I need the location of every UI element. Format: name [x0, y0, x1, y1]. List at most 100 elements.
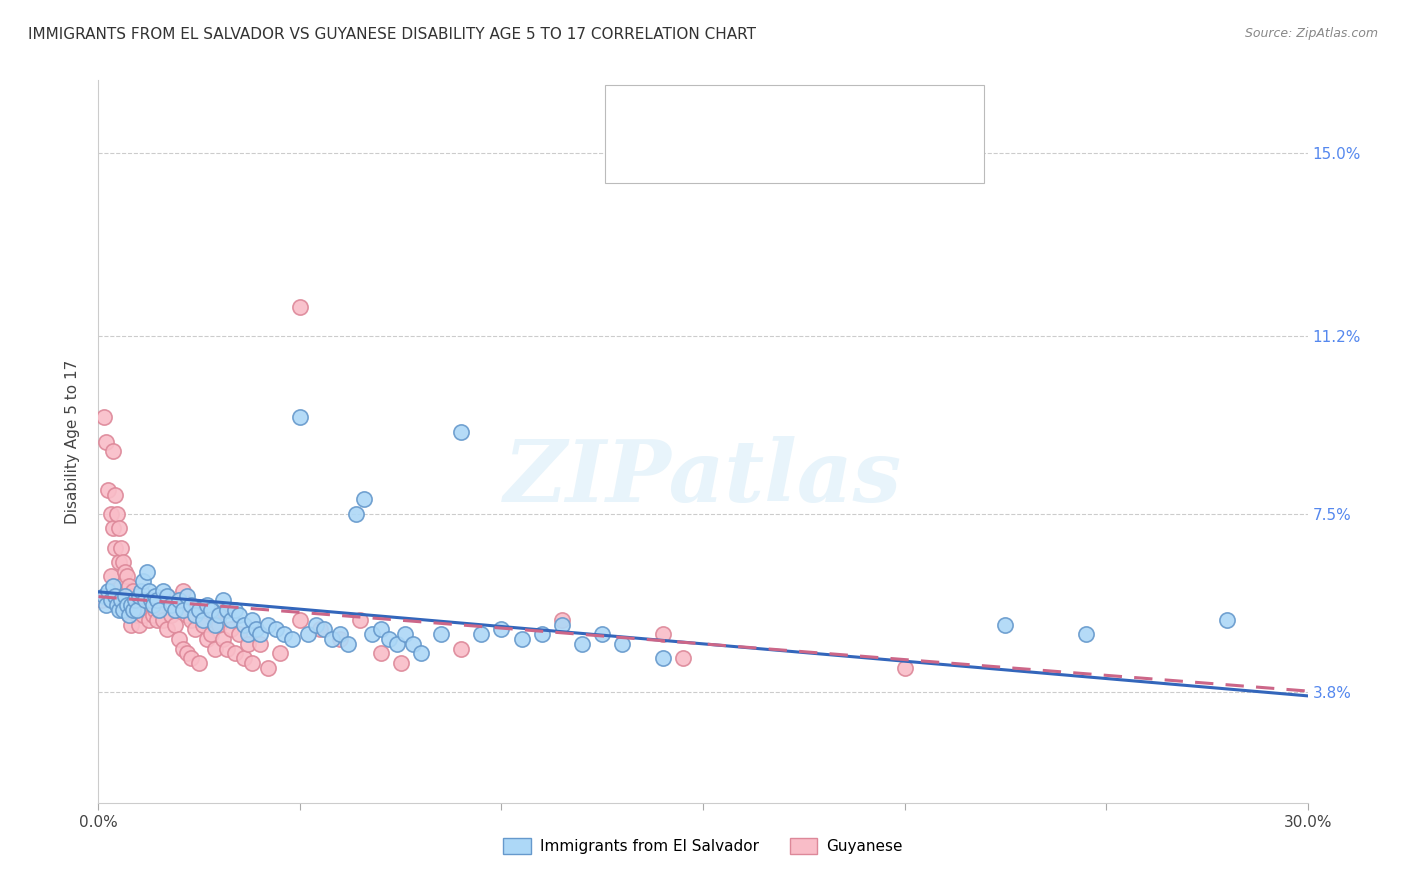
Point [249, 627, 271, 641]
Point [118, 579, 141, 593]
Point [212, 632, 235, 646]
Point [321, 632, 343, 646]
Point [114, 565, 136, 579]
Point [236, 627, 259, 641]
Text: ZIPatlas: ZIPatlas [503, 436, 903, 519]
Point [450, 425, 472, 439]
Point [142, 607, 165, 622]
Point [139, 593, 162, 607]
Point [156, 589, 179, 603]
Point [208, 607, 231, 622]
Point [121, 603, 143, 617]
Point [118, 607, 141, 622]
Point [208, 617, 231, 632]
Point [93, 589, 115, 603]
Text: Source: ZipAtlas.com: Source: ZipAtlas.com [1244, 27, 1378, 40]
Point [118, 607, 141, 622]
Point [180, 651, 202, 665]
Point [370, 647, 392, 661]
Point [184, 607, 207, 622]
Point [224, 603, 246, 617]
Point [430, 627, 453, 641]
Point [273, 627, 295, 641]
Point [224, 647, 246, 661]
Point [530, 627, 553, 641]
Point [120, 599, 142, 613]
Text: -0.142: -0.142 [702, 162, 756, 178]
Legend: Immigrants from El Salvador, Guyanese: Immigrants from El Salvador, Guyanese [498, 832, 908, 860]
Point [344, 507, 367, 521]
Point [152, 613, 174, 627]
Point [361, 627, 384, 641]
Point [232, 617, 254, 632]
Point [450, 641, 472, 656]
Point [129, 583, 152, 598]
Point [188, 603, 211, 617]
Point [138, 613, 160, 627]
Point [97, 583, 120, 598]
Text: -0.217: -0.217 [702, 114, 756, 129]
Point [100, 569, 122, 583]
Y-axis label: Disability Age 5 to 17: Disability Age 5 to 17 [65, 359, 80, 524]
Point [167, 632, 190, 646]
Point [115, 593, 138, 607]
Point [115, 569, 138, 583]
Point [188, 603, 211, 617]
Point [100, 593, 122, 607]
Point [551, 613, 574, 627]
Point [470, 627, 492, 641]
Point [120, 617, 142, 632]
Point [105, 599, 128, 613]
Point [353, 492, 375, 507]
Point [110, 579, 132, 593]
Point [217, 603, 239, 617]
Point [1074, 627, 1097, 641]
Point [180, 613, 202, 627]
Point [377, 632, 399, 646]
Point [994, 617, 1017, 632]
Point [132, 574, 155, 589]
Point [672, 651, 695, 665]
Point [134, 593, 156, 607]
Point [156, 589, 179, 603]
Point [101, 579, 124, 593]
Point [115, 599, 138, 613]
Point [103, 589, 125, 603]
Point [236, 637, 259, 651]
Point [195, 632, 218, 646]
Point [176, 647, 198, 661]
Text: R =: R = [659, 162, 693, 178]
Point [240, 656, 263, 670]
Point [188, 656, 211, 670]
Point [114, 589, 136, 603]
Point [591, 627, 613, 641]
Point [176, 607, 198, 622]
Point [651, 627, 673, 641]
Point [329, 632, 352, 646]
Point [129, 599, 152, 613]
Text: IMMIGRANTS FROM EL SALVADOR VS GUYANESE DISABILITY AGE 5 TO 17 CORRELATION CHART: IMMIGRANTS FROM EL SALVADOR VS GUYANESE … [28, 27, 756, 42]
Point [124, 593, 146, 607]
Point [160, 599, 183, 613]
Point [180, 599, 202, 613]
Point [100, 507, 122, 521]
Point [125, 607, 148, 622]
Point [128, 589, 150, 603]
Point [96, 434, 118, 449]
Point [128, 617, 150, 632]
Point [195, 599, 218, 613]
Text: N =: N = [775, 162, 818, 178]
Point [139, 599, 162, 613]
Point [143, 589, 166, 603]
Point [105, 507, 128, 521]
Point [217, 641, 239, 656]
Point [134, 593, 156, 607]
Point [288, 613, 311, 627]
Point [111, 555, 134, 569]
Point [256, 661, 278, 675]
Point [212, 593, 235, 607]
Point [125, 603, 148, 617]
Point [394, 627, 416, 641]
Point [156, 623, 179, 637]
Point [651, 651, 673, 665]
